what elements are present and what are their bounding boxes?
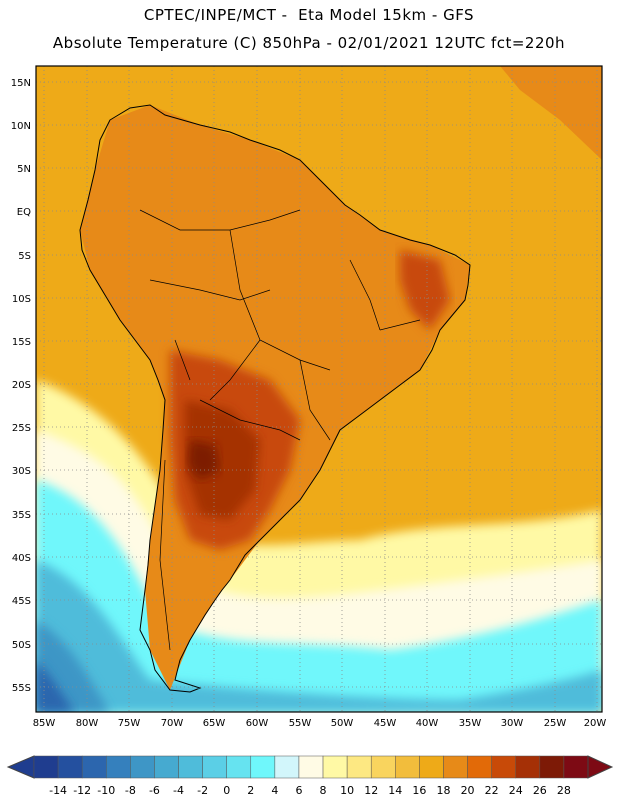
lon-label: 60W — [246, 718, 269, 729]
colorbar-tick-label: -12 — [73, 784, 91, 797]
colorbar-swatch — [106, 755, 131, 779]
colorbar-swatch — [130, 755, 155, 779]
colorbar-swatch — [298, 755, 324, 779]
south-america-coastline — [79, 104, 471, 693]
colorbar-tick-label: -14 — [49, 784, 67, 797]
lon-label: 45W — [374, 718, 397, 729]
colorbar-swatch — [322, 755, 348, 779]
colorbar-swatch — [250, 755, 276, 779]
plot-frame — [35, 65, 603, 713]
colorbar-tick-label: 16 — [412, 784, 426, 797]
colorbar-tick-label: 20 — [461, 784, 475, 797]
colorbar-tick-label: 18 — [436, 784, 450, 797]
lon-label: 20W — [584, 718, 607, 729]
colorbar-tick-label: 10 — [340, 784, 354, 797]
colorbar-tick-label: 12 — [364, 784, 378, 797]
colorbar-swatch — [395, 755, 420, 779]
colorbar-swatch — [491, 755, 516, 779]
lon-label: 30W — [501, 718, 524, 729]
map-title-line1: CPTEC/INPE/MCT - Eta Model 15km - GFS — [143, 6, 475, 24]
colorbar-tick-label: 4 — [271, 784, 278, 797]
lon-label: 65W — [203, 718, 226, 729]
colorbar-tick-label: 8 — [320, 784, 327, 797]
lat-label: EQ — [17, 207, 31, 218]
lat-label: 55S — [12, 683, 31, 694]
lon-label: 55W — [289, 718, 312, 729]
colorbar-arrow-right — [587, 755, 614, 779]
colorbar-swatch — [57, 755, 83, 779]
lat-label: 40S — [12, 553, 31, 564]
longitude-labels: 85W 80W 75W 70W 65W 60W 55W 50W 45W 40W … — [33, 718, 607, 729]
colorbar-swatch — [563, 755, 589, 779]
colorbar-swatch — [178, 755, 203, 779]
lat-label: 5N — [17, 164, 31, 175]
lon-label: 70W — [161, 718, 184, 729]
colorbar-tick-label: -4 — [173, 784, 184, 797]
colorbar-swatch — [515, 755, 541, 779]
temperature-field — [36, 66, 602, 712]
lat-label: 45S — [12, 596, 31, 607]
colorbar-swatch — [467, 755, 492, 779]
colorbar-tick-label: 22 — [485, 784, 499, 797]
lat-label: 20S — [12, 380, 31, 391]
colorbar-swatch — [419, 755, 444, 779]
colorbar-swatch — [346, 755, 372, 779]
lat-label: 25S — [12, 423, 31, 434]
lon-label: 25W — [544, 718, 567, 729]
colorbar-swatch — [202, 755, 227, 779]
colorbar-tick-label: 2 — [247, 784, 254, 797]
colorbar: -14 -12 -10 -8 -6 -4 -2 0 2 4 6 8 10 12 14 16 18 20 22 24 26… — [6, 755, 614, 797]
field-tropical-ocean — [500, 66, 602, 160]
lon-label: 85W — [33, 718, 56, 729]
colorbar-swatch — [539, 755, 565, 779]
colorbar-swatch — [226, 755, 252, 779]
colorbar-tick-label: -10 — [97, 784, 115, 797]
colorbar-labels: -14 -12 -10 -8 -6 -4 -2 0 2 4 6 8 10 12 14 16 18 20 22 24 26… — [49, 784, 571, 797]
colorbar-swatch — [33, 755, 59, 779]
colorbar-tick-label: 24 — [509, 784, 523, 797]
temperature-map: 15N 10N 5N EQ 5S 10S 15S 20S 25S 30S 35S… — [11, 65, 607, 729]
field-cold-band-4 — [36, 660, 75, 712]
colorbar-arrow-left — [6, 755, 35, 779]
colorbar-tick-label: 14 — [388, 784, 402, 797]
field-hot-ne — [400, 250, 450, 330]
colorbar-tick-label: -8 — [125, 784, 136, 797]
lat-label: 50S — [12, 640, 31, 651]
lon-label: 75W — [118, 718, 141, 729]
map-title-line2: Absolute Temperature (C) 850hPa - 02/01/… — [52, 34, 566, 52]
colorbar-swatch — [274, 755, 300, 779]
lon-label: 80W — [76, 718, 99, 729]
colorbar-tick-label: 26 — [533, 784, 547, 797]
colorbar-swatch — [370, 755, 396, 779]
lat-label: 10N — [11, 121, 31, 132]
field-very-hot-zone — [185, 400, 260, 520]
lat-label: 30S — [12, 466, 31, 477]
latitude-labels: 15N 10N 5N EQ 5S 10S 15S 20S 25S 30S 35S… — [11, 78, 31, 694]
colorbar-tick-label: -6 — [149, 784, 160, 797]
colorbar-swatch — [443, 755, 468, 779]
colorbar-tick-label: 6 — [295, 784, 302, 797]
lat-label: 10S — [12, 294, 31, 305]
lon-label: 35W — [459, 718, 482, 729]
lat-label: 35S — [12, 510, 31, 521]
colorbar-tick-label: -2 — [197, 784, 208, 797]
lat-label: 5S — [18, 251, 31, 262]
colorbar-tick-label: 28 — [557, 784, 571, 797]
colorbar-tick-label: 0 — [223, 784, 230, 797]
colorbar-swatch — [154, 755, 179, 779]
colorbar-swatches — [6, 755, 614, 779]
lon-label: 50W — [331, 718, 354, 729]
country-borders — [139, 209, 421, 651]
colorbar-swatch — [81, 755, 107, 779]
lat-label: 15N — [11, 78, 31, 89]
lon-label: 40W — [416, 718, 439, 729]
lat-label: 15S — [12, 337, 31, 348]
